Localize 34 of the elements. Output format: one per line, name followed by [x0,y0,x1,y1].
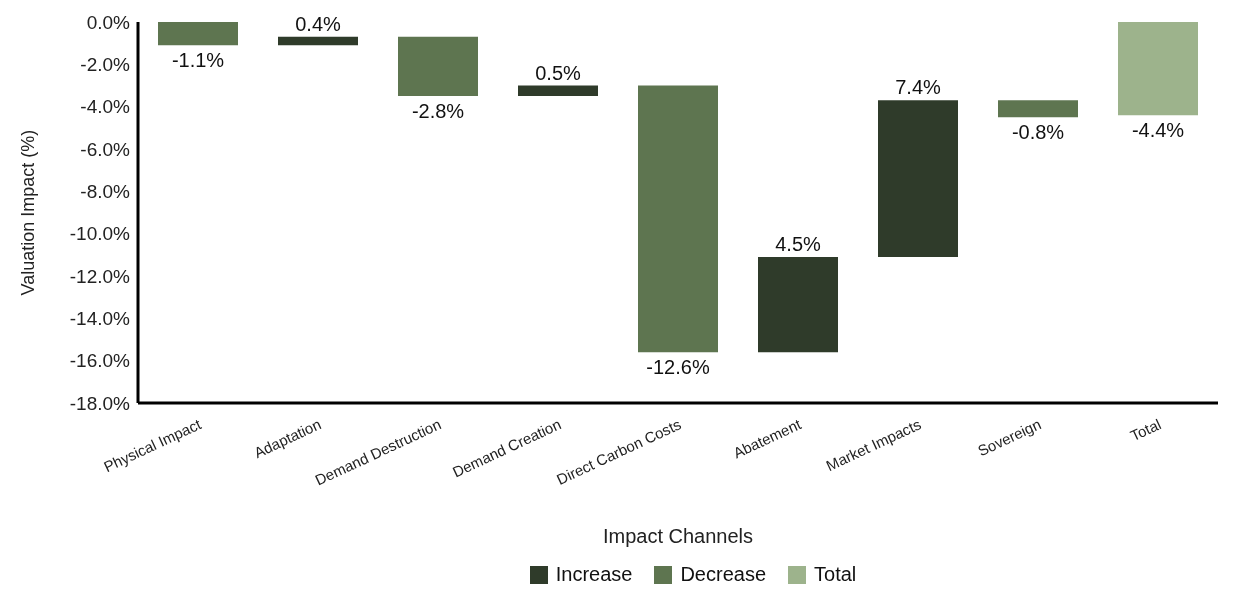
y-tick-label: -18.0% [69,392,131,414]
data-label: -12.6% [646,356,710,379]
y-tick-label: -8.0% [80,181,131,203]
y-tick-label: -6.0% [80,138,131,160]
y-tick-label: -2.0% [80,54,131,76]
data-label: -2.8% [411,100,465,123]
data-label: 0.4% [295,12,342,35]
legend-label: Increase [555,563,633,586]
bar [758,256,838,353]
data-label: 4.5% [775,232,822,255]
x-axis-title: Impact Channels [602,525,754,547]
y-tick-label: -4.0% [80,96,131,118]
y-tick-label: -12.0% [69,265,131,287]
data-label: -4.4% [1131,119,1185,142]
x-tick-label: Total [1127,415,1164,445]
data-label: -1.1% [171,49,225,72]
bar [278,36,358,46]
bar [518,85,598,97]
y-tick-label: -14.0% [69,308,131,330]
legend-label: Decrease [680,563,767,586]
data-label: -0.8% [1011,121,1065,144]
data-label: 7.4% [895,76,942,99]
bar [998,100,1078,118]
y-tick-label: -16.0% [69,350,131,372]
bar [878,100,958,257]
y-tick-label: -10.0% [69,223,131,245]
bar [1118,22,1198,116]
data-label: 0.5% [535,61,582,84]
y-axis-title: Valuation Impact (%) [18,129,39,296]
legend-label: Total [814,563,857,586]
y-tick-label: 0.0% [86,11,131,33]
bar [638,85,718,353]
bar [398,36,478,97]
bar [158,22,238,46]
